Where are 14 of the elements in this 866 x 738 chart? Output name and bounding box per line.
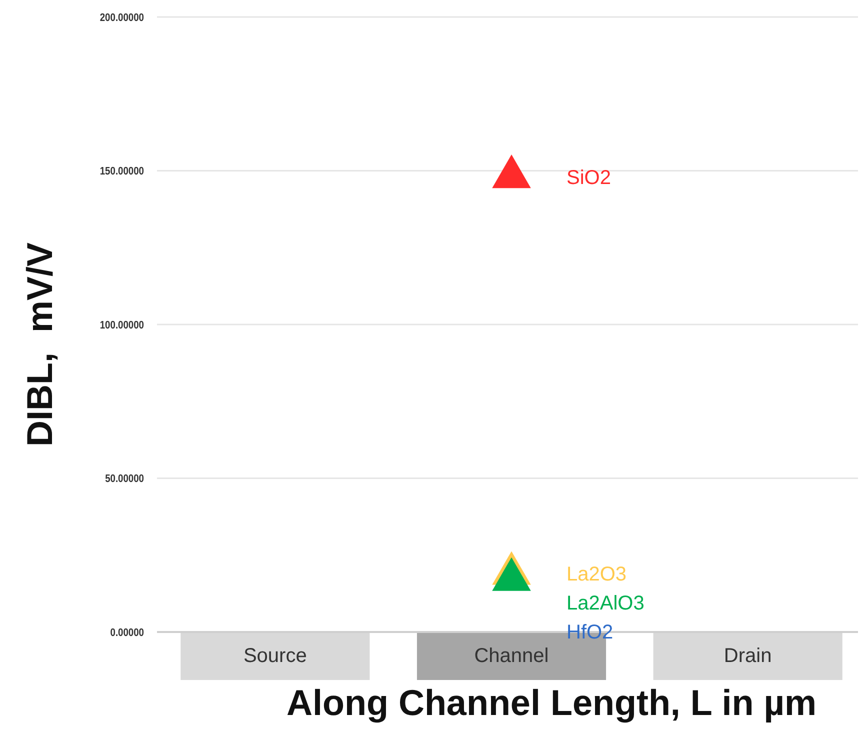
series-label: La2AlO3 bbox=[566, 592, 644, 615]
y-tick-label: 150.00000 bbox=[100, 166, 144, 178]
x-tick-label: Drain bbox=[724, 645, 772, 667]
series-label: SiO2 bbox=[566, 166, 611, 189]
series-label: La2O3 bbox=[566, 564, 627, 586]
y-tick-label: 100.00000 bbox=[100, 320, 144, 332]
legend-label: HfO2 bbox=[566, 622, 614, 644]
y-tick-label: 0.00000 bbox=[110, 627, 144, 640]
y-tick-label: 50.00000 bbox=[105, 473, 144, 486]
x-tick-label: Source bbox=[243, 645, 307, 667]
y-tick-label: 200.00000 bbox=[100, 12, 144, 24]
x-tick-label: Channel bbox=[474, 645, 549, 667]
x-axis-title: Along Channel Length, L in µm bbox=[286, 682, 817, 723]
y-axis-title: DIBL, mV/V bbox=[19, 242, 60, 447]
